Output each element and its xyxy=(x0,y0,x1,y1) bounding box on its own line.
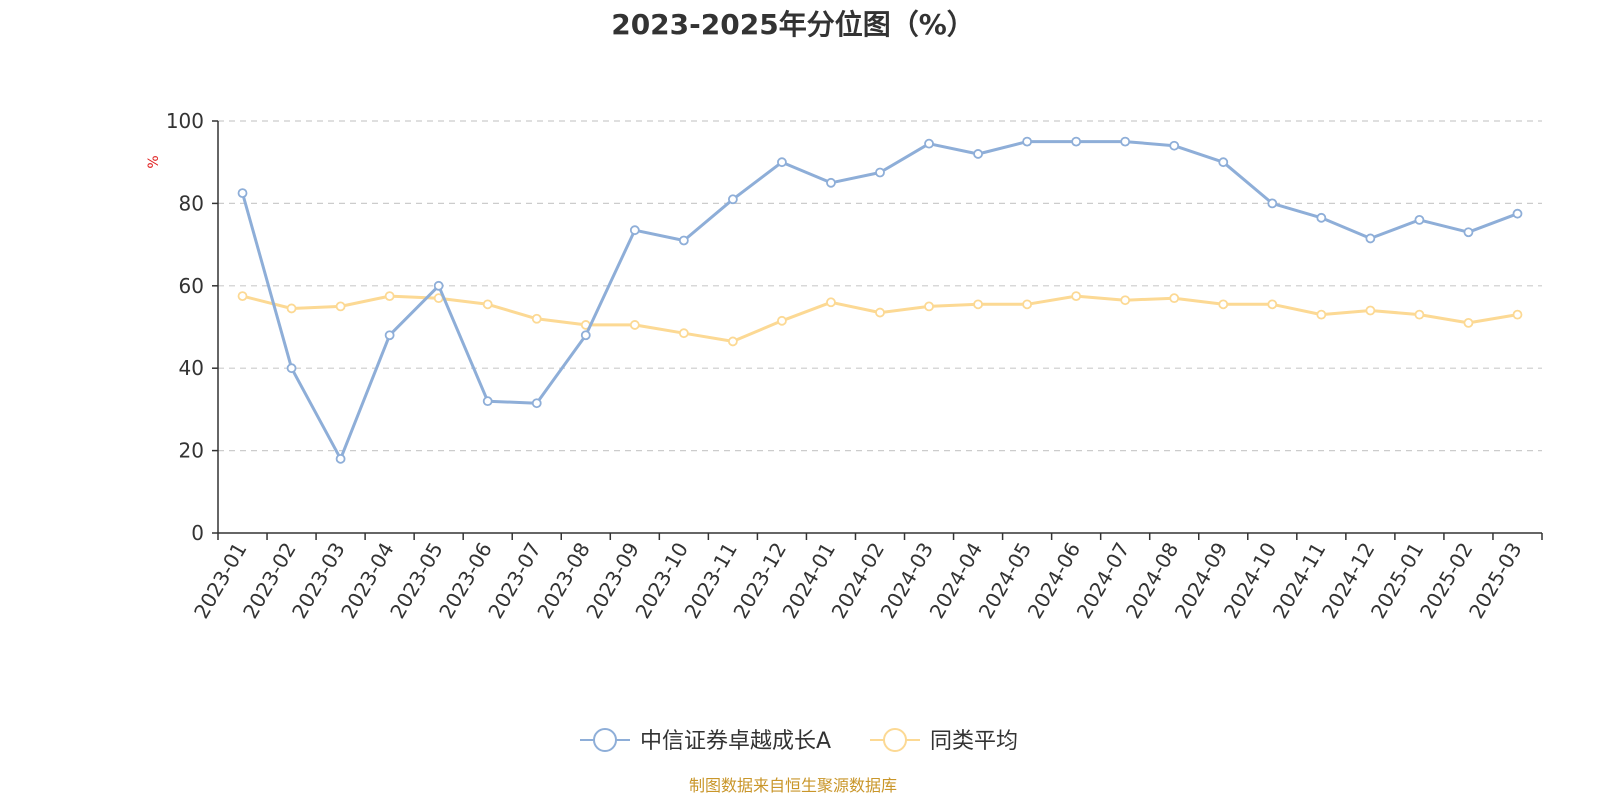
data-point[interactable] xyxy=(1512,208,1523,219)
legend-marker xyxy=(883,728,907,752)
data-point[interactable] xyxy=(973,299,983,310)
data-point[interactable] xyxy=(826,177,836,188)
data-point[interactable] xyxy=(1414,214,1425,225)
data-point[interactable] xyxy=(384,291,395,302)
y-tick-label: 100 xyxy=(166,109,204,133)
data-point[interactable] xyxy=(335,453,346,464)
data-point[interactable] xyxy=(727,194,738,205)
x-tick-labels: 2023-012023-022023-032023-042023-052023-… xyxy=(189,538,1527,622)
data-point[interactable] xyxy=(335,301,346,312)
legend-marker xyxy=(593,728,617,752)
data-point[interactable] xyxy=(531,398,542,409)
y-tick-labels: 0 20 40 60 80 100 xyxy=(166,109,204,545)
series-line xyxy=(241,140,1519,461)
data-point[interactable] xyxy=(924,301,934,312)
data-point[interactable] xyxy=(1365,305,1376,316)
axes xyxy=(212,120,1543,540)
data-point[interactable] xyxy=(286,363,297,374)
data-point[interactable] xyxy=(973,149,983,159)
legend-label: 同类平均 xyxy=(930,729,1018,754)
data-point[interactable] xyxy=(433,280,444,291)
data-point[interactable] xyxy=(1512,309,1523,320)
data-point[interactable] xyxy=(580,330,591,341)
data-point[interactable] xyxy=(727,336,738,347)
data-point[interactable] xyxy=(1022,136,1033,147)
data-point[interactable] xyxy=(1463,317,1474,328)
data-point[interactable] xyxy=(1414,309,1425,320)
data-point[interactable] xyxy=(629,320,640,330)
data-point[interactable] xyxy=(1218,157,1229,168)
data-point[interactable] xyxy=(875,307,885,318)
data-point[interactable] xyxy=(1071,136,1082,147)
data-point[interactable] xyxy=(1169,140,1180,151)
data-point[interactable] xyxy=(1071,291,1082,302)
legend-label: 中信证券卓越成长A xyxy=(640,729,831,754)
data-point[interactable] xyxy=(1022,299,1033,310)
data-point[interactable] xyxy=(875,167,885,178)
data-point[interactable] xyxy=(1316,309,1327,320)
legend[interactable]: 中信证券卓越成长A 同类平均 xyxy=(580,728,1018,754)
data-point[interactable] xyxy=(1267,299,1278,310)
series-lines xyxy=(237,136,1523,464)
y-tick-label: 20 xyxy=(179,439,204,463)
y-tick-label: 40 xyxy=(179,356,204,380)
data-point[interactable] xyxy=(1120,136,1131,147)
source-note: 制图数据来自恒生聚源数据库 xyxy=(689,776,897,795)
series-line xyxy=(242,294,1518,343)
data-point[interactable] xyxy=(1316,212,1327,223)
data-point[interactable] xyxy=(629,225,640,236)
y-tick-label: 80 xyxy=(179,191,204,215)
data-point[interactable] xyxy=(924,138,934,149)
data-point[interactable] xyxy=(1463,227,1474,238)
data-point[interactable] xyxy=(237,291,248,302)
data-point[interactable] xyxy=(777,157,787,168)
data-point[interactable] xyxy=(1169,293,1180,304)
series-1 xyxy=(237,291,1523,347)
data-point[interactable] xyxy=(777,315,787,326)
data-point[interactable] xyxy=(1218,299,1229,310)
data-point[interactable] xyxy=(237,188,248,199)
data-point[interactable] xyxy=(482,299,493,310)
data-point[interactable] xyxy=(1120,295,1131,306)
chart-title: 2023-2025年分位图（%） xyxy=(611,8,975,41)
data-point[interactable] xyxy=(678,328,689,339)
data-point[interactable] xyxy=(384,330,395,341)
y-tick-label: 60 xyxy=(179,274,204,298)
legend-item[interactable]: 中信证券卓越成长A xyxy=(580,728,831,754)
y-axis-unit: % xyxy=(146,155,162,168)
data-point[interactable] xyxy=(482,396,493,407)
data-point[interactable] xyxy=(1267,198,1278,209)
data-point[interactable] xyxy=(531,313,542,324)
legend-item[interactable]: 同类平均 xyxy=(870,728,1018,754)
data-point[interactable] xyxy=(678,235,689,246)
data-point[interactable] xyxy=(1365,233,1376,244)
data-point[interactable] xyxy=(286,303,297,314)
series-0 xyxy=(237,136,1523,464)
data-point[interactable] xyxy=(826,297,836,308)
y-tick-label: 0 xyxy=(191,521,204,545)
